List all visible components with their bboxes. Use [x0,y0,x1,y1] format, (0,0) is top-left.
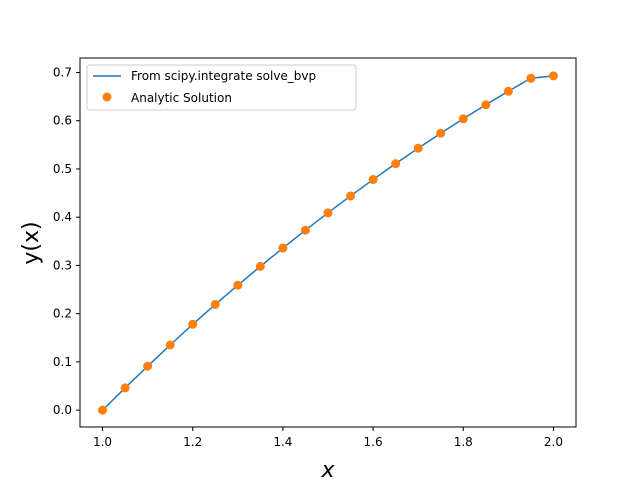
data-point-analytic [391,159,401,169]
y-axis: 0.0 0.1 0.2 0.3 0.4 0.5 0.6 0.7 [53,65,80,417]
y-tick-label: 0.1 [53,355,72,369]
data-point-analytic [98,405,108,415]
series-line-solve-bvp [102,75,554,411]
data-point-analytic [120,383,130,393]
legend-label-analytic: Analytic Solution [131,91,232,105]
plot-area [98,71,558,415]
x-axis: 1.0 1.2 1.4 1.6 1.8 2.0 [93,427,563,449]
data-point-analytic [526,73,536,83]
data-point-analytic [346,191,356,201]
data-point-analytic [300,225,310,235]
data-point-analytic [436,128,446,138]
data-point-analytic [165,340,175,350]
data-point-analytic [323,208,333,218]
x-tick-label: 1.0 [93,435,112,449]
data-point-analytic [143,361,153,371]
y-tick-label: 0.4 [53,210,72,224]
y-tick-label: 0.0 [53,403,72,417]
data-point-analytic [255,261,265,271]
legend: From scipy.integrate solve_bvp Analytic … [86,64,357,111]
legend-marker-swatch [102,92,112,102]
y-tick-label: 0.6 [53,114,72,128]
data-point-analytic [188,319,198,329]
x-axis-label: x [320,458,335,480]
x-tick-label: 1.4 [273,435,292,449]
y-tick-label: 0.2 [53,307,72,321]
x-tick-label: 2.0 [544,435,563,449]
data-point-analytic [278,243,288,253]
legend-box [86,64,357,111]
x-tick-label: 1.2 [183,435,202,449]
data-point-analytic [481,100,491,110]
data-point-analytic [210,299,220,309]
y-tick-label: 0.3 [53,258,72,272]
x-tick-label: 1.6 [364,435,383,449]
x-tick-label: 1.8 [454,435,473,449]
data-point-analytic [413,143,423,153]
legend-label-solve-bvp: From scipy.integrate solve_bvp [131,69,316,83]
data-point-analytic [368,175,378,185]
axes-frame [79,57,577,428]
data-point-analytic [233,280,243,290]
y-axis-label: y(x) [19,221,44,264]
y-tick-label: 0.7 [53,65,72,79]
data-point-analytic [503,86,513,96]
data-point-analytic [458,114,468,124]
data-point-analytic [548,71,558,81]
y-tick-label: 0.5 [53,162,72,176]
